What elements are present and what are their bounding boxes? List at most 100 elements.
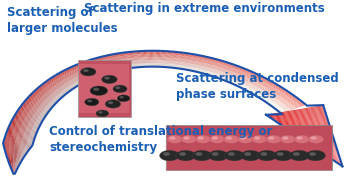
Polygon shape: [269, 83, 275, 85]
Polygon shape: [104, 70, 108, 73]
Polygon shape: [24, 119, 30, 121]
Polygon shape: [151, 57, 152, 60]
Polygon shape: [99, 72, 103, 75]
Polygon shape: [302, 132, 310, 134]
Polygon shape: [341, 163, 342, 164]
Polygon shape: [42, 112, 48, 113]
Polygon shape: [134, 51, 136, 55]
Polygon shape: [13, 117, 20, 118]
Polygon shape: [13, 170, 14, 171]
Polygon shape: [28, 113, 34, 115]
Polygon shape: [301, 131, 309, 133]
Polygon shape: [133, 61, 136, 64]
Polygon shape: [64, 79, 69, 82]
Polygon shape: [103, 70, 107, 73]
Polygon shape: [167, 51, 169, 54]
Polygon shape: [55, 91, 61, 93]
Polygon shape: [32, 127, 38, 129]
Polygon shape: [277, 103, 283, 105]
Polygon shape: [91, 59, 96, 62]
Polygon shape: [23, 122, 29, 124]
Polygon shape: [108, 58, 112, 62]
Polygon shape: [316, 130, 324, 132]
Polygon shape: [105, 59, 108, 62]
Polygon shape: [255, 88, 260, 91]
Polygon shape: [335, 159, 337, 160]
Bar: [166, 125, 332, 170]
Polygon shape: [199, 56, 203, 59]
Polygon shape: [104, 63, 108, 66]
Polygon shape: [329, 155, 333, 156]
Polygon shape: [38, 107, 44, 109]
Polygon shape: [156, 64, 157, 67]
Circle shape: [93, 88, 99, 91]
Circle shape: [238, 135, 253, 143]
Polygon shape: [155, 60, 156, 64]
Polygon shape: [231, 81, 235, 83]
Polygon shape: [108, 65, 111, 68]
Circle shape: [90, 86, 108, 95]
Polygon shape: [124, 66, 127, 69]
Polygon shape: [245, 88, 251, 90]
Polygon shape: [9, 142, 15, 143]
Polygon shape: [229, 72, 234, 75]
Polygon shape: [109, 65, 112, 68]
Polygon shape: [13, 160, 16, 161]
Polygon shape: [329, 140, 334, 142]
Polygon shape: [90, 75, 94, 78]
Polygon shape: [189, 67, 192, 70]
Polygon shape: [69, 81, 74, 84]
Polygon shape: [52, 77, 57, 80]
Polygon shape: [61, 76, 66, 79]
Polygon shape: [31, 118, 37, 119]
Polygon shape: [279, 110, 285, 112]
Polygon shape: [229, 68, 234, 71]
Polygon shape: [206, 57, 210, 60]
Polygon shape: [116, 57, 119, 60]
Polygon shape: [170, 55, 172, 58]
Polygon shape: [59, 94, 64, 96]
Polygon shape: [86, 61, 90, 64]
Polygon shape: [291, 102, 296, 105]
Polygon shape: [10, 155, 14, 156]
Polygon shape: [328, 156, 331, 158]
Polygon shape: [107, 66, 110, 69]
Polygon shape: [93, 74, 97, 77]
Polygon shape: [218, 71, 222, 74]
Polygon shape: [44, 101, 50, 103]
Polygon shape: [333, 158, 335, 159]
Polygon shape: [257, 89, 262, 92]
Polygon shape: [92, 59, 96, 62]
Polygon shape: [14, 149, 19, 150]
Polygon shape: [29, 136, 35, 137]
Polygon shape: [262, 83, 267, 86]
Polygon shape: [49, 90, 55, 92]
Polygon shape: [40, 98, 46, 101]
Polygon shape: [34, 105, 40, 107]
Polygon shape: [263, 84, 268, 86]
Polygon shape: [66, 88, 71, 91]
Polygon shape: [10, 140, 16, 141]
Polygon shape: [224, 74, 228, 77]
Polygon shape: [190, 60, 192, 64]
Polygon shape: [305, 114, 316, 117]
Polygon shape: [25, 146, 32, 147]
Polygon shape: [135, 55, 137, 58]
Polygon shape: [281, 90, 287, 93]
Polygon shape: [340, 163, 341, 164]
Polygon shape: [108, 69, 111, 72]
Polygon shape: [92, 66, 97, 69]
Polygon shape: [318, 117, 327, 120]
Polygon shape: [164, 64, 166, 67]
Polygon shape: [82, 66, 86, 69]
Polygon shape: [68, 68, 73, 71]
Polygon shape: [101, 71, 104, 74]
Polygon shape: [188, 64, 191, 67]
Polygon shape: [49, 96, 55, 98]
Polygon shape: [15, 164, 18, 165]
Polygon shape: [258, 95, 263, 98]
Polygon shape: [336, 153, 339, 154]
Polygon shape: [179, 62, 181, 65]
Polygon shape: [285, 117, 296, 120]
Polygon shape: [140, 61, 142, 64]
